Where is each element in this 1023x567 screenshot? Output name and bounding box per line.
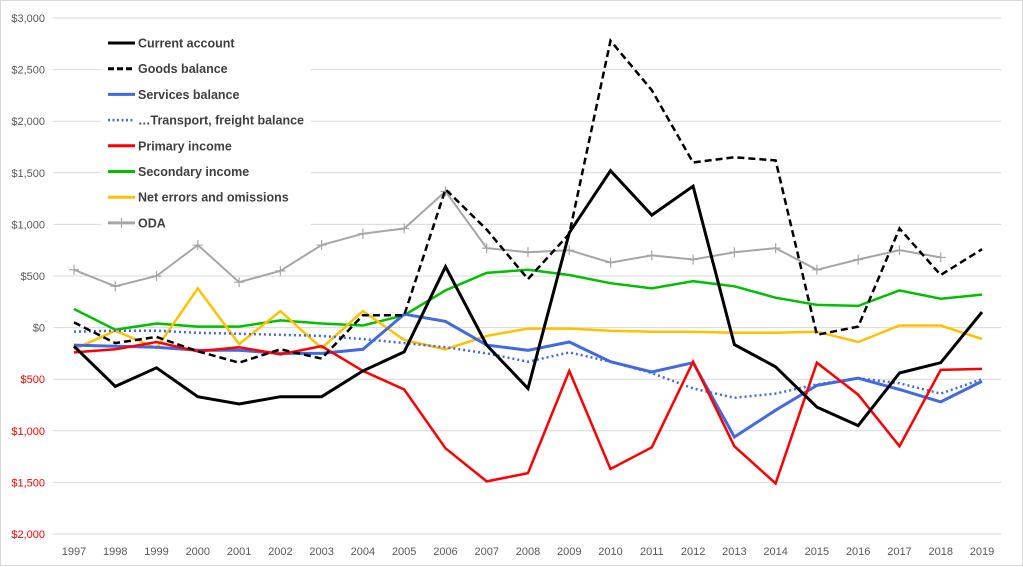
series-line-goods-balance [73,37,983,365]
x-tick-label: 2006 [433,546,457,558]
legend: Current account Goods balance Services bal… [101,32,311,234]
x-tick-label: 2015 [805,546,829,558]
x-tick-label: 2002 [268,546,292,558]
y-tick-label: $1,000 [11,219,45,231]
x-tick-label: 1998 [103,546,127,558]
legend-label: Net errors and omissions [138,191,289,205]
series-line-current-account [72,168,984,428]
x-tick-label: 2003 [309,546,333,558]
legend-backdrop [101,186,311,209]
series-line-oda [73,189,941,288]
y-tick-label: $1,500 [11,477,45,489]
series-lines [69,37,984,486]
y-tick-label: $2,500 [11,65,45,77]
data-point-marker [935,252,946,263]
x-tick-label: 2007 [474,546,498,558]
data-point-marker [729,247,740,258]
x-tick-label: 2005 [392,546,416,558]
x-tick-label: 2014 [763,546,787,558]
x-tick-label: 1997 [62,546,86,558]
data-point-marker [853,254,864,265]
data-point-marker [110,281,121,292]
data-point-marker [316,240,327,251]
x-tick-label: 2018 [928,546,952,558]
legend-backdrop [101,83,311,106]
x-tick-label: 2013 [722,546,746,558]
data-point-marker [399,223,410,234]
y-tick-label: $1,500 [11,168,45,180]
legend-label: Goods balance [138,62,228,76]
x-tick-label: 1999 [144,546,168,558]
data-point-marker [688,254,699,265]
x-axis: 1997 1998 1999 2000 2001 2002 2003 2004 2005 2006… [62,546,994,558]
series-line-services-balance [73,312,983,440]
legend-backdrop [101,32,311,54]
y-tick-label: $2,000 [11,116,45,128]
x-tick-label: 2001 [227,546,251,558]
y-tick-label: $500 [21,271,45,283]
y-tick-label: $0 [33,323,45,335]
legend-label: Current account [138,37,235,51]
legend-label: Primary income [138,139,232,153]
legend-backdrop [101,160,311,183]
y-tick-label: $1,000 [11,426,45,438]
legend-backdrop [101,211,311,234]
series-line-transport-freight-balance [73,329,983,400]
x-tick-label: 2004 [351,546,375,558]
x-tick-label: 2016 [846,546,870,558]
data-point-marker [234,277,245,288]
data-point-marker [811,264,822,275]
legend-backdrop [101,57,311,80]
y-tick-label: $3,000 [11,13,45,25]
legend-backdrop [101,134,311,157]
legend-label: Secondary income [138,165,249,179]
y-tick-label: $500 [21,374,45,386]
data-point-marker [523,247,533,258]
data-point-marker [275,265,286,276]
x-tick-label: 2000 [186,546,210,558]
data-point-marker [192,240,203,251]
x-tick-label: 2011 [640,546,664,558]
data-point-marker [69,264,79,275]
data-point-marker [357,228,368,239]
y-axis: $3,000 $2,500 $2,000 $1,500 $1,000 $500 $0 $500… [11,13,45,541]
legend-label: ODA [138,216,166,230]
x-tick-label: 2019 [970,546,994,558]
data-point-marker [894,245,905,256]
x-tick-label: 2017 [887,546,911,558]
legend-label: …Transport, freight balance [138,114,304,128]
legend-label: Services balance [138,88,240,102]
x-tick-label: 2009 [557,546,581,558]
series-line-net-errors-and-omissions [73,286,983,351]
x-tick-label: 2010 [598,546,622,558]
series-line-primary-income [73,340,983,486]
data-point-marker [770,243,781,254]
data-point-marker [605,257,616,268]
data-point-marker [481,243,492,254]
y-tick-label: $2,000 [11,529,45,541]
legend-backdrop [101,109,311,132]
x-tick-label: 2008 [516,546,540,558]
data-point-marker [646,250,657,261]
data-point-marker [151,271,162,281]
x-tick-label: 2012 [681,546,705,558]
